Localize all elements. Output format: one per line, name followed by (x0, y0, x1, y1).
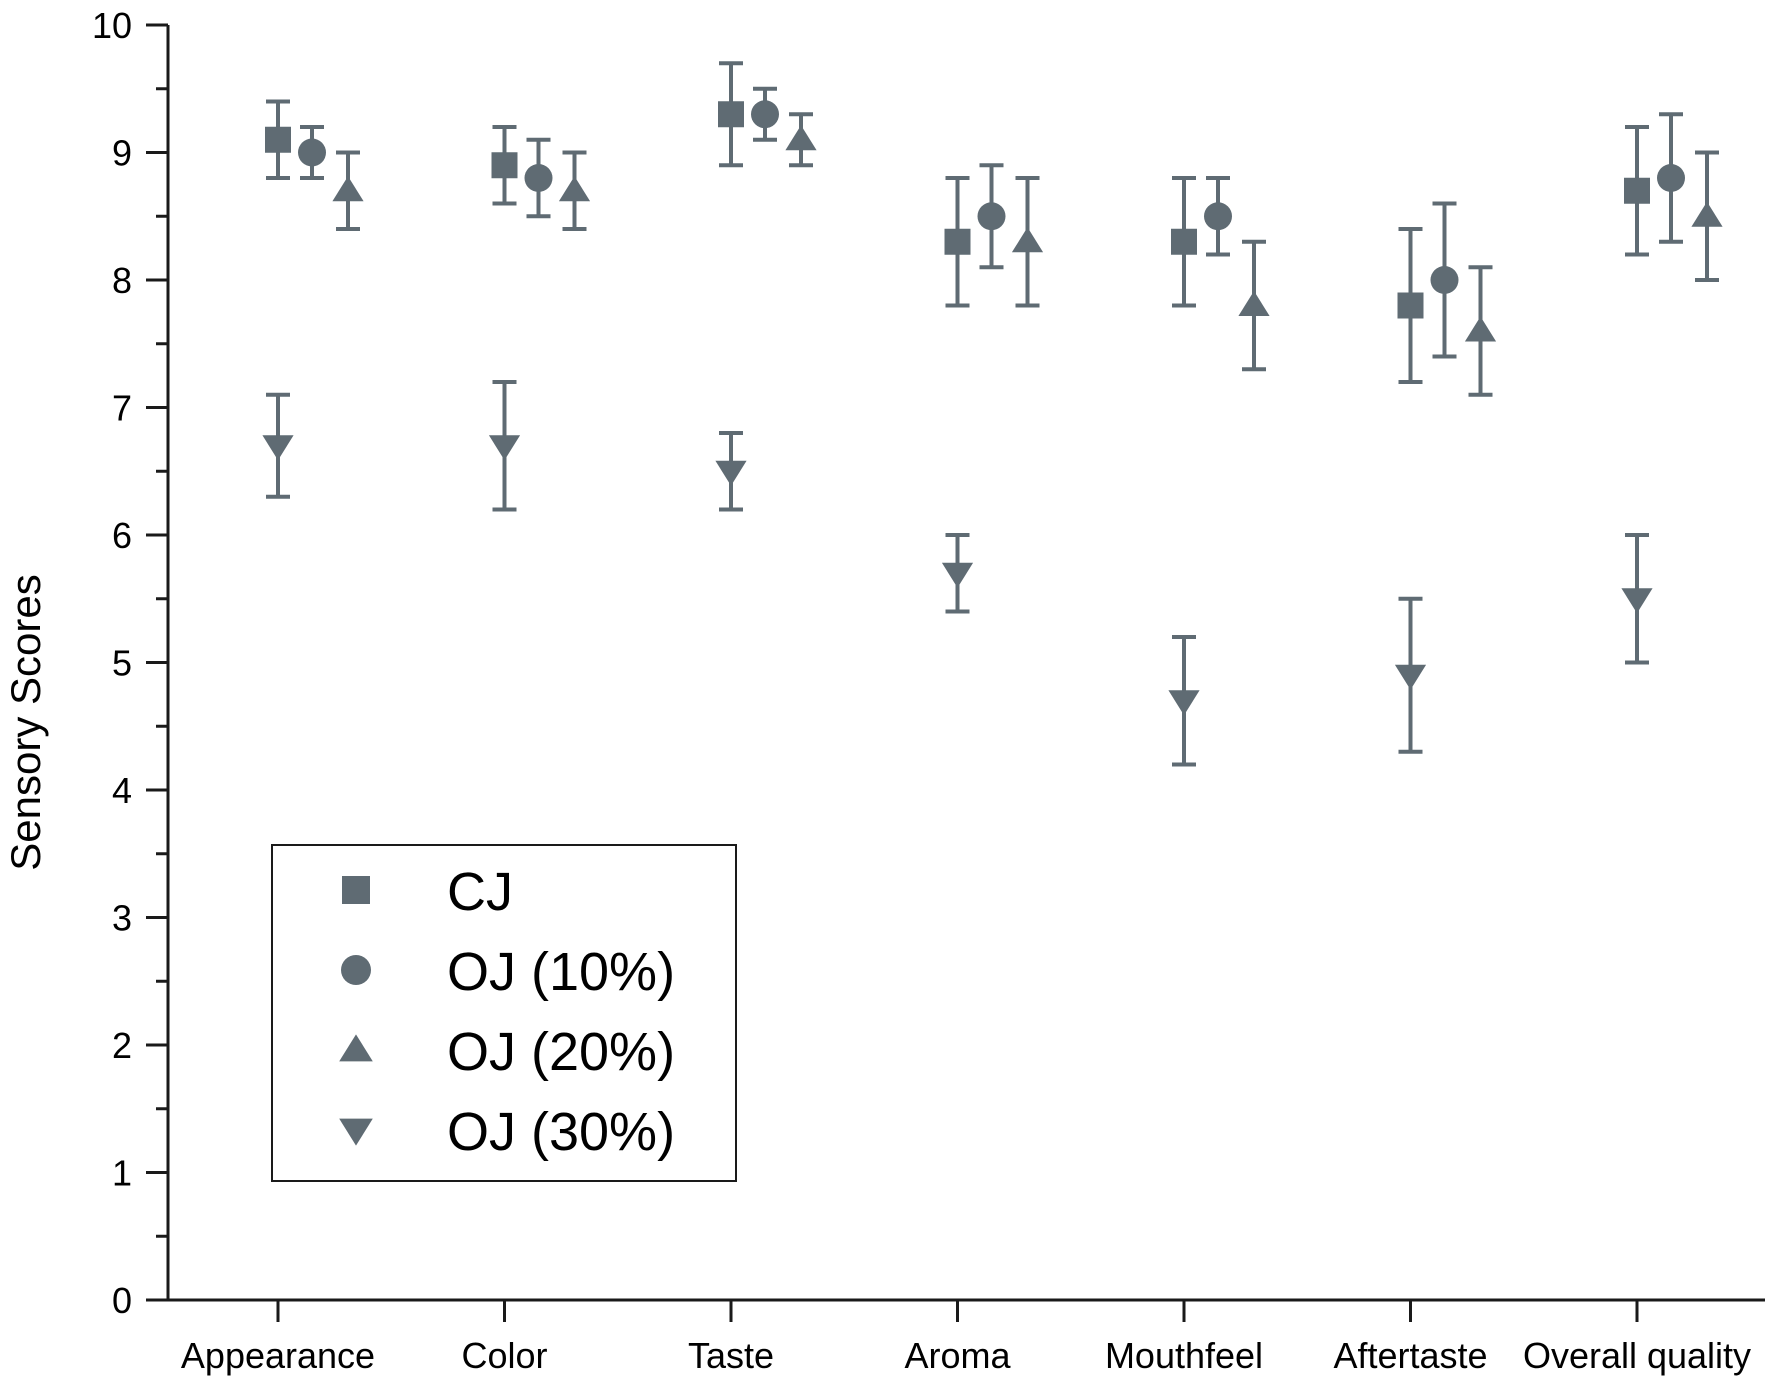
data-point (941, 533, 974, 614)
marker-triangle-up (1464, 316, 1497, 342)
marker-circle (298, 138, 326, 167)
y-tick-label: 1 (112, 1153, 132, 1194)
marker-square (1397, 292, 1424, 319)
marker-triangle-up (1691, 201, 1723, 227)
data-point (751, 86, 779, 142)
data-point (1011, 176, 1044, 308)
marker-circle (751, 100, 779, 129)
legend-label: OJ (30%) (447, 1102, 675, 1162)
marker-square (1624, 177, 1650, 204)
marker-triangle-up (1011, 227, 1044, 253)
data-point (944, 176, 971, 308)
data-point (558, 150, 591, 231)
marker-triangle-down (488, 435, 521, 461)
data-point (785, 112, 817, 168)
y-tick-label: 7 (112, 388, 132, 429)
x-tick-label: Aftertaste (1333, 1335, 1487, 1376)
marker-triangle-up (1238, 290, 1270, 317)
legend-label: CJ (447, 862, 513, 922)
marker-triangle-down (715, 460, 747, 486)
data-point (1624, 125, 1650, 257)
marker-circle (1430, 266, 1459, 294)
data-point (715, 431, 747, 512)
data-point (977, 163, 1006, 270)
marker-triangle-up (558, 176, 591, 202)
data-point (1168, 635, 1200, 767)
data-point (718, 61, 744, 168)
marker-square (944, 228, 971, 255)
marker-triangle-up (332, 176, 364, 202)
legend-marker-triangle-up (339, 1034, 373, 1062)
data-point (298, 125, 326, 180)
data-point (1657, 112, 1685, 244)
y-tick-label: 8 (112, 260, 132, 301)
marker-triangle-down (1394, 664, 1427, 690)
marker-square (718, 101, 744, 128)
legend-marker-square (342, 876, 370, 904)
y-tick-label: 0 (112, 1280, 132, 1321)
data-point (524, 137, 553, 219)
data-point (1394, 596, 1427, 754)
x-tick-label: Color (461, 1335, 547, 1376)
y-tick-label: 6 (112, 515, 132, 556)
x-tick-label: Appearance (181, 1335, 375, 1376)
x-tick-label: Overall quality (1523, 1335, 1751, 1376)
marker-triangle-up (785, 125, 817, 151)
marker-circle (977, 202, 1006, 231)
marker-square (491, 152, 518, 179)
y-tick-label: 4 (112, 770, 132, 811)
marker-square (265, 126, 291, 153)
legend: CJ OJ (10%) OJ (20%) OJ (30%) (271, 844, 737, 1182)
data-point (262, 392, 294, 499)
marker-triangle-down (941, 562, 974, 588)
legend-label: OJ (10%) (447, 942, 675, 1002)
y-tick-label: 10 (92, 5, 132, 46)
legend-marker-circle (341, 955, 371, 985)
marker-circle (1657, 164, 1685, 192)
data-point (1204, 176, 1232, 257)
y-tick-label: 3 (112, 898, 132, 939)
y-tick-label: 9 (112, 133, 132, 174)
y-axis-label: Sensory Scores (2, 574, 49, 870)
data-point (491, 125, 518, 206)
legend-marker-triangle-down (339, 1118, 373, 1146)
data-point (1621, 533, 1653, 665)
marker-triangle-down (262, 435, 294, 461)
y-tick-label: 5 (112, 643, 132, 684)
legend-label: OJ (20%) (447, 1022, 675, 1082)
data-point (265, 99, 291, 180)
data-point (332, 150, 364, 231)
data-point (1238, 239, 1270, 372)
marker-triangle-down (1621, 588, 1653, 614)
marker-square (1171, 228, 1197, 255)
data-point (1691, 150, 1723, 282)
data-point (488, 380, 521, 512)
marker-circle (524, 164, 553, 192)
marker-circle (1204, 202, 1232, 231)
data-point (1430, 201, 1459, 359)
data-point (1397, 227, 1424, 384)
axes: 0 1 2 3 4 5 6 7 8 9 10 Sensory Scores Appearance Colo… (2, 5, 1765, 1376)
x-tick-label: Mouthfeel (1105, 1335, 1263, 1376)
marker-triangle-down (1168, 690, 1200, 716)
data-point (1171, 176, 1197, 308)
data-marks (262, 61, 1723, 767)
x-tick-label: Aroma (904, 1335, 1011, 1376)
x-tick-label: Taste (688, 1335, 774, 1376)
y-tick-label: 2 (112, 1025, 132, 1066)
data-point (1464, 265, 1497, 397)
